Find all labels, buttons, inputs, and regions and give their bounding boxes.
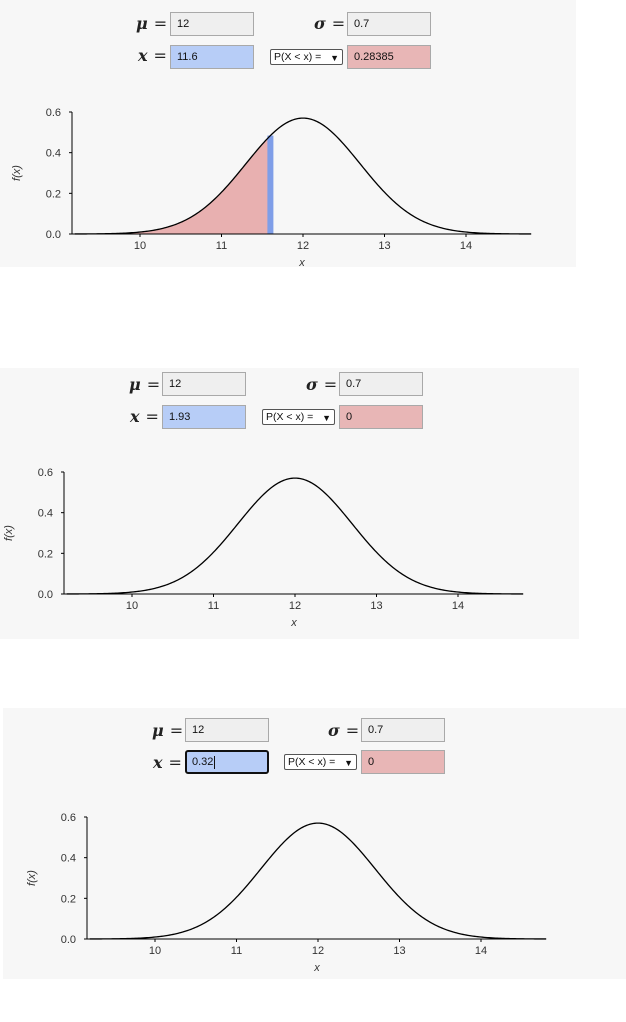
chevron-down-icon: ▼	[344, 758, 353, 768]
x-tick-label: 10	[126, 600, 138, 612]
x-tick-label: 10	[149, 945, 161, 957]
result-output: 0	[339, 405, 423, 429]
probability-type-select[interactable]: P(X < x) = ▼	[262, 409, 335, 425]
x-tick-label: 14	[452, 600, 464, 612]
x-input[interactable]: 0.32	[185, 750, 269, 774]
y-tick-label: 0.6	[38, 467, 53, 479]
x-axis-label: x	[290, 617, 297, 629]
y-tick-label: 0.6	[61, 812, 76, 824]
sigma-input[interactable]: 0.7	[361, 718, 445, 742]
panel-1: μ = 12 σ = 0.7 x = 11.6 P(X < x) = ▼ 0.28385…	[0, 0, 576, 269]
chevron-down-icon: ▼	[322, 413, 331, 423]
chevron-down-icon: ▼	[330, 53, 339, 63]
sigma-input[interactable]: 0.7	[347, 12, 431, 36]
y-axis-label: f(x)	[11, 165, 23, 181]
panel-3: μ = 12 σ = 0.7 x = 0.32 P(X < x) = ▼ 0 10 11 1…	[3, 708, 626, 979]
x-tick-label: 13	[378, 240, 390, 252]
x-tick-label: 12	[289, 600, 301, 612]
sigma-input[interactable]: 0.7	[339, 372, 423, 396]
x-label: x =	[138, 46, 167, 65]
mu-input[interactable]: 12	[185, 718, 269, 742]
x-tick-label: 13	[393, 945, 405, 957]
text-caret	[214, 755, 216, 769]
x-tick-label: 10	[134, 240, 146, 252]
probability-type-select[interactable]: P(X < x) = ▼	[284, 754, 357, 770]
probability-type-select[interactable]: P(X < x) = ▼	[270, 49, 343, 65]
sigma-label: σ =	[328, 721, 360, 740]
x-axis-label: x	[313, 962, 320, 974]
x-tick-label: 14	[460, 240, 472, 252]
mu-input[interactable]: 12	[162, 372, 246, 396]
x-label: x =	[153, 753, 182, 772]
x-input[interactable]: 1.93	[162, 405, 246, 429]
mu-label: μ =	[129, 375, 161, 394]
mu-input[interactable]: 12	[170, 12, 254, 36]
y-tick-label: 0.0	[38, 589, 53, 601]
panel-2: μ = 12 σ = 0.7 x = 1.93 P(X < x) = ▼ 0 10 11 1…	[0, 368, 579, 639]
y-tick-label: 0.2	[61, 893, 76, 905]
y-tick-label: 0.0	[46, 229, 61, 241]
x-input[interactable]: 11.6	[170, 45, 254, 69]
x-tick-label: 11	[208, 600, 219, 612]
shaded-probability-area	[74, 135, 271, 234]
y-axis-label: f(x)	[26, 870, 38, 886]
x-axis-label: x	[298, 257, 305, 269]
density-chart: 10 11 12 13 14 0.0 0.2 0.4 0.6 x f(x)	[3, 467, 524, 629]
sigma-label: σ =	[306, 375, 338, 394]
y-axis-label: f(x)	[3, 525, 15, 541]
y-tick-label: 0.4	[61, 853, 76, 865]
x-tick-label: 14	[475, 945, 487, 957]
density-chart: 10 11 12 13 14 0.0 0.2 0.4 0.6 x f(x)	[11, 107, 532, 269]
y-tick-label: 0.4	[46, 148, 61, 160]
x-tick-label: 12	[312, 945, 324, 957]
density-curve	[89, 822, 547, 940]
y-tick-label: 0.2	[46, 188, 61, 200]
y-tick-label: 0.4	[38, 508, 53, 520]
y-tick-label: 0.2	[38, 548, 53, 560]
x-tick-label: 11	[231, 945, 242, 957]
x-tick-label: 13	[370, 600, 382, 612]
mu-label: μ =	[152, 721, 184, 740]
density-chart: 10 11 12 13 14 0.0 0.2 0.4 0.6 x f(x)	[26, 812, 547, 974]
x-label: x =	[130, 407, 159, 426]
x-tick-label: 12	[297, 240, 309, 252]
result-output: 0.28385	[347, 45, 431, 69]
mu-label: μ =	[136, 14, 168, 33]
density-curve	[74, 117, 532, 235]
y-tick-label: 0.6	[46, 107, 61, 119]
x-marker-bar	[267, 135, 274, 234]
density-curve	[66, 477, 524, 595]
x-tick-label: 11	[216, 240, 227, 252]
result-output: 0	[361, 750, 445, 774]
y-tick-label: 0.0	[61, 934, 76, 946]
sigma-label: σ =	[314, 14, 346, 33]
